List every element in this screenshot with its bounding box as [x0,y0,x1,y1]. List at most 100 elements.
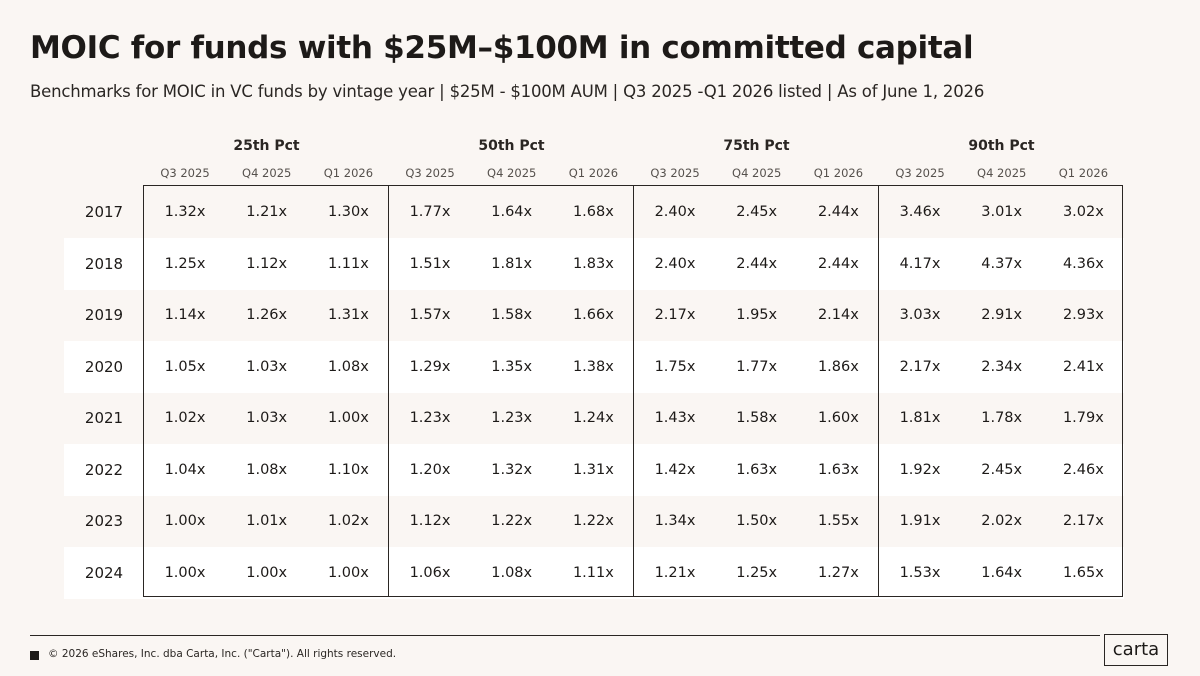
year-label: 2017 [84,203,124,221]
table-cell: 1.91x [899,513,941,529]
table-cell: 1.21x [654,564,696,581]
table-cell: 2.93x [1062,307,1104,323]
table-cell: 4.37x [981,255,1023,272]
table-cell: 1.30x [327,204,369,220]
year-label: 2019 [84,306,124,324]
table-cell: 1.02x [327,513,369,529]
table-cell: 1.08x [246,461,288,478]
table-cell: 3.03x [899,307,941,323]
table-cell: 2.44x [817,204,859,220]
year-label: 2023 [84,512,124,530]
quarter-label: Q1 2026 [323,166,374,180]
table-cell: 2.45x [981,461,1023,478]
year-label: 2022 [84,460,124,479]
table-cell: 3.02x [1062,204,1104,220]
table-cell: 1.63x [817,461,859,478]
table-cell: 1.53x [899,564,941,581]
quarter-label: Q4 2025 [732,166,782,180]
table-cell: 1.81x [491,255,533,272]
quarter-label: Q1 2026 [1058,166,1109,180]
table-cell: 1.65x [1062,564,1104,581]
table-cell: 1.42x [654,461,696,478]
table-cell: 1.21x [246,204,288,220]
quarter-label: Q3 2025 [405,166,455,180]
table-cell: 1.92x [899,461,941,478]
table-cell: 1.05x [164,358,206,375]
quarter-label: Q4 2025 [977,166,1027,180]
table-cell: 1.68x [572,204,614,220]
footer-square-icon [30,651,39,660]
table-cell: 1.66x [572,307,614,323]
table-cell: 1.20x [409,461,451,478]
carta-logo: carta [1104,634,1168,666]
table-cell: 1.29x [409,358,451,375]
table-cell: 1.04x [164,461,206,478]
table-cell: 1.75x [654,358,696,375]
table-cell: 1.00x [164,513,206,529]
footer-copyright: © 2026 eShares, Inc. dba Carta, Inc. ("C… [48,648,397,660]
table-cell: 1.23x [491,410,533,426]
table-cell: 1.58x [736,410,778,426]
table-cell: 1.83x [572,255,614,272]
year-label: 2020 [84,357,124,376]
table-cell: 2.17x [1062,513,1104,529]
page-subtitle: Benchmarks for MOIC in VC funds by vinta… [30,82,985,101]
table-cell: 1.31x [327,307,369,323]
table-cell: 2.34x [981,358,1023,375]
table-cell: 1.35x [491,358,533,375]
table-cell: 1.78x [981,410,1023,426]
table-cell: 1.23x [409,410,451,426]
table-cell: 2.91x [981,307,1023,323]
table-cell: 3.01x [981,204,1023,220]
quarter-label: Q4 2025 [487,166,537,180]
table-cell: 1.01x [246,513,288,529]
table-cell: 1.12x [409,513,451,529]
group-divider [633,185,634,597]
table-cell: 1.03x [246,410,288,426]
table-cell: 1.77x [409,204,451,220]
table-cell: 1.26x [246,307,288,323]
row-band [64,546,1124,599]
table-cell: 2.45x [736,204,778,220]
year-label: 2024 [84,563,124,582]
table-cell: 1.27x [817,564,859,581]
table-cell: 1.22x [491,513,533,529]
table-cell: 2.02x [981,513,1023,529]
table-cell: 2.41x [1062,358,1104,375]
table-cell: 1.57x [409,307,451,323]
table-cell: 2.17x [899,358,941,375]
table-cell: 2.44x [817,255,859,272]
group-header: 50th Pct [478,138,545,154]
table-cell: 1.32x [491,461,533,478]
table-cell: 2.14x [817,307,859,323]
row-band [64,443,1124,496]
table-cell: 1.31x [572,461,614,478]
table-cell: 1.24x [572,410,614,426]
table-cell: 1.86x [817,358,859,375]
table-cell: 2.44x [736,255,778,272]
table-cell: 1.43x [654,410,696,426]
table-cell: 1.00x [327,564,369,581]
row-band [64,237,1124,290]
quarter-label: Q3 2025 [160,166,210,180]
table-cell: 1.12x [246,255,288,272]
quarter-label: Q3 2025 [895,166,945,180]
table-cell: 1.11x [572,564,614,581]
table-cell: 1.08x [491,564,533,581]
table-cell: 2.40x [654,204,696,220]
year-label: 2018 [84,254,124,273]
page-title: MOIC for funds with $25M–$100M in commit… [30,30,974,66]
table-cell: 1.34x [654,513,696,529]
table-cell: 4.36x [1062,255,1104,272]
table-cell: 4.17x [899,255,941,272]
table-cell: 1.11x [327,255,369,272]
table-cell: 1.60x [817,410,859,426]
table-cell: 1.25x [736,564,778,581]
table-cell: 1.38x [572,358,614,375]
group-divider [878,185,879,597]
table-cell: 1.58x [491,307,533,323]
group-header: 75th Pct [723,138,790,154]
table-cell: 1.02x [164,410,206,426]
table-cell: 1.14x [164,307,206,323]
table-cell: 1.81x [899,410,941,426]
